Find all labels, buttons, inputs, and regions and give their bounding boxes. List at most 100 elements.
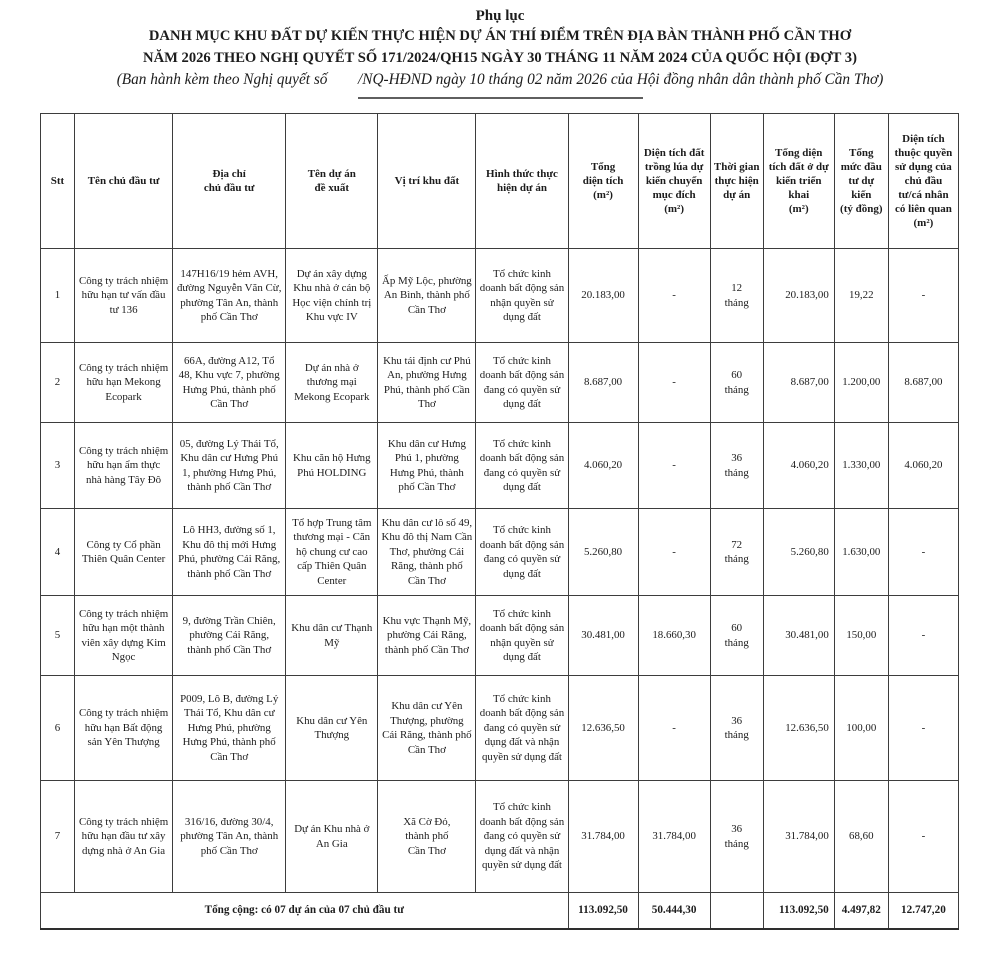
cell-tong-dien-tich: 4.060,20 [567,422,639,509]
cell-quyen-su-dung: - [887,248,960,343]
cell-quyen-su-dung: - [887,595,960,676]
cell-muc-dau-tu: 1.330,00 [833,422,889,509]
cell-ten-du-an: Dự án Khu nhà ở An Gia [285,780,379,893]
column-header-vi-tri: Vị trí khu đất [377,113,477,249]
cell-thoi-gian: 60 tháng [709,595,764,676]
cell-ten-du-an: Khu dân cư Yên Thượng [285,675,379,781]
table-row-2: 2 Công ty trách nhiệm hữu hạn Mekong Ecop… [39,342,960,423]
cell-dat-o: 8.687,00 [762,342,835,423]
document-title-line2: NĂM 2026 THEO NGHỊ QUYẾT SỐ 171/2024/QH1… [143,49,857,66]
cell-ten-du-an: Khu căn hộ Hưng Phú HOLDING [285,422,379,509]
cell-dia-chi: 316/16, đường 30/4, phường Tân An, thành… [172,780,287,893]
cell-dien-tich-lua: - [637,422,711,509]
cell-dat-o: 20.183,00 [762,248,835,343]
cell-hinh-thuc: Tổ chức kinh doanh bất động sản đang có … [475,342,569,423]
cell-vi-tri: Khu dân cư Yên Thượng, phường Cái Răng, … [377,675,477,781]
total-quyen-su-dung: 12.747,20 [887,892,960,930]
column-header-quyen-su-dung: Diện tích thuộc quyền sử dụng của chủ đầ… [887,113,960,249]
cell-dat-o: 12.636,50 [762,675,835,781]
cell-vi-tri: Khu tái định cư Phú An, phường Hưng Phú,… [377,342,477,423]
cell-ten-du-an: Khu dân cư Thạnh Mỹ [285,595,379,676]
column-header-dia-chi: Địa chỉ chủ đầu tư [172,113,287,249]
total-dien-tich-lua: 50.444,30 [637,892,711,930]
cell-thoi-gian: 36 tháng [709,675,764,781]
cell-stt: 6 [39,675,76,781]
total-tong-dien-tich: 113.092,50 [567,892,639,930]
cell-vi-tri: Khu dân cư lô số 49, Khu đô thị Nam Cần … [377,508,477,596]
column-header-thoi-gian: Thời gian thực hiện dự án [709,113,764,249]
cell-dien-tich-lua: 31.784,00 [637,780,711,893]
cell-ten-chu-dau-tu: Công ty trách nhiệm hữu hạn tư vấn đầu t… [74,248,174,343]
cell-ten-chu-dau-tu: Công ty Cổ phần Thiên Quân Center [74,508,174,596]
table-row-3: 3 Công ty trách nhiệm hữu hạn ẩm thực nhà… [39,422,960,509]
cell-tong-dien-tich: 8.687,00 [567,342,639,423]
cell-stt: 4 [39,508,76,596]
cell-ten-du-an: Dự án nhà ở thương mại Mekong Ecopark [285,342,379,423]
cell-thoi-gian: 72 tháng [709,508,764,596]
cell-dia-chi: Lô HH3, đường số 1, Khu đô thị mới Hưng … [172,508,287,596]
cell-vi-tri: Khu dân cư Hưng Phú 1, phường Hưng Phú, … [377,422,477,509]
column-header-hinh-thuc: Hình thức thực hiện dự án [475,113,569,249]
table-row-1: 1 Công ty trách nhiệm hữu hạn tư vấn đầu … [39,248,960,343]
table-header-row: Stt Tên chủ đầu tư Địa chỉ chủ đầu tư Tên d… [39,113,960,249]
cell-dia-chi: 05, đường Lý Thái Tổ, Khu dân cư Hưng Ph… [172,422,287,509]
cell-stt: 1 [39,248,76,343]
cell-dia-chi: 66A, đường A12, Tổ 48, Khu vực 7, phường… [172,342,287,423]
table-row-7: 7 Công ty trách nhiệm hữu hạn đầu tư xây … [39,780,960,893]
total-thoi-gian [709,892,764,930]
projects-table: Stt Tên chủ đầu tư Địa chỉ chủ đầu tư Tên d… [39,113,960,930]
cell-tong-dien-tich: 5.260,80 [567,508,639,596]
cell-vi-tri: Khu vực Thạnh Mỹ, phường Cái Răng, thành… [377,595,477,676]
cell-dien-tich-lua: - [637,248,711,343]
document-subtitle: (Ban hành kèm theo Nghị quyết số /NQ-HĐN… [116,71,884,88]
cell-tong-dien-tich: 12.636,50 [567,675,639,781]
cell-dat-o: 31.784,00 [762,780,835,893]
table-row-5: 5 Công ty trách nhiệm hữu hạn một thành v… [39,595,960,676]
cell-dien-tich-lua: - [637,508,711,596]
column-header-tong-dien-tich: Tổng diện tích (m²) [567,113,639,249]
table-row-4: 4 Công ty Cổ phần Thiên Quân Center Lô HH3… [39,508,960,596]
cell-muc-dau-tu: 1.630,00 [833,508,889,596]
cell-quyen-su-dung: 4.060,20 [887,422,960,509]
total-muc-dau-tu: 4.497,82 [833,892,889,930]
cell-dat-o: 4.060,20 [762,422,835,509]
cell-vi-tri: Ấp Mỹ Lộc, phường An Bình, thành phố Cần… [377,248,477,343]
total-label: Tổng cộng: có 07 dự án của 07 chủ đầu tư [40,892,569,930]
cell-hinh-thuc: Tổ chức kinh doanh bất động sản nhận quy… [475,248,569,343]
cell-stt: 2 [39,342,76,423]
table-body: 1 Công ty trách nhiệm hữu hạn tư vấn đầu … [39,248,960,930]
table-row-6: 6 Công ty trách nhiệm hữu hạn Bất động sả… [39,675,960,781]
document-title-line1: DANH MỤC KHU ĐẤT DỰ KIẾN THỰC HIỆN DỰ ÁN… [148,28,852,44]
cell-quyen-su-dung: - [887,780,960,893]
cell-dia-chi: 9, đường Trần Chiên, phường Cái Răng, th… [172,595,287,676]
cell-hinh-thuc: Tổ chức kinh doanh bất động sản đang có … [475,422,569,509]
cell-quyen-su-dung: - [887,508,960,596]
cell-dia-chi: 147H16/19 hẻm AVH, đường Nguyễn Văn Cừ, … [172,248,287,343]
cell-muc-dau-tu: 100,00 [833,675,889,781]
cell-ten-chu-dau-tu: Công ty trách nhiệm hữu hạn một thành vi… [74,595,174,676]
document-header: Phụ lục DANH MỤC KHU ĐẤT DỰ KIẾN THỰC HI… [0,0,1000,99]
cell-ten-chu-dau-tu: Công ty trách nhiệm hữu hạn ẩm thực nhà … [74,422,174,509]
cell-thoi-gian: 36 tháng [709,422,764,509]
cell-dien-tich-lua: - [637,342,711,423]
cell-ten-du-an: Dự án xây dựng Khu nhà ở cán bộ Học viện… [285,248,379,343]
cell-thoi-gian: 12 tháng [709,248,764,343]
cell-dat-o: 30.481,00 [762,595,835,676]
cell-ten-chu-dau-tu: Công ty trách nhiệm hữu hạn Mekong Ecopa… [74,342,174,423]
appendix-label: Phụ lục [475,8,525,24]
cell-muc-dau-tu: 1.200,00 [833,342,889,423]
column-header-ten-du-an: Tên dự án đề xuất [285,113,379,249]
column-header-muc-dau-tu: Tổng mức đầu tư dự kiến (tỷ đồng) [833,113,889,249]
cell-muc-dau-tu: 19,22 [833,248,889,343]
cell-hinh-thuc: Tổ chức kinh doanh bất động sản đang có … [475,780,569,893]
cell-dien-tich-lua: 18.660,30 [637,595,711,676]
cell-dat-o: 5.260,80 [762,508,835,596]
cell-stt: 5 [39,595,76,676]
cell-thoi-gian: 60 tháng [709,342,764,423]
column-header-ten-chu-dau-tu: Tên chủ đầu tư [74,113,174,249]
cell-vi-tri: Xã Cờ Đỏ, thành phố Cần Thơ [377,780,477,893]
cell-tong-dien-tich: 31.784,00 [567,780,639,893]
cell-stt: 3 [39,422,76,509]
cell-quyen-su-dung: 8.687,00 [887,342,960,423]
title-divider [357,97,643,99]
